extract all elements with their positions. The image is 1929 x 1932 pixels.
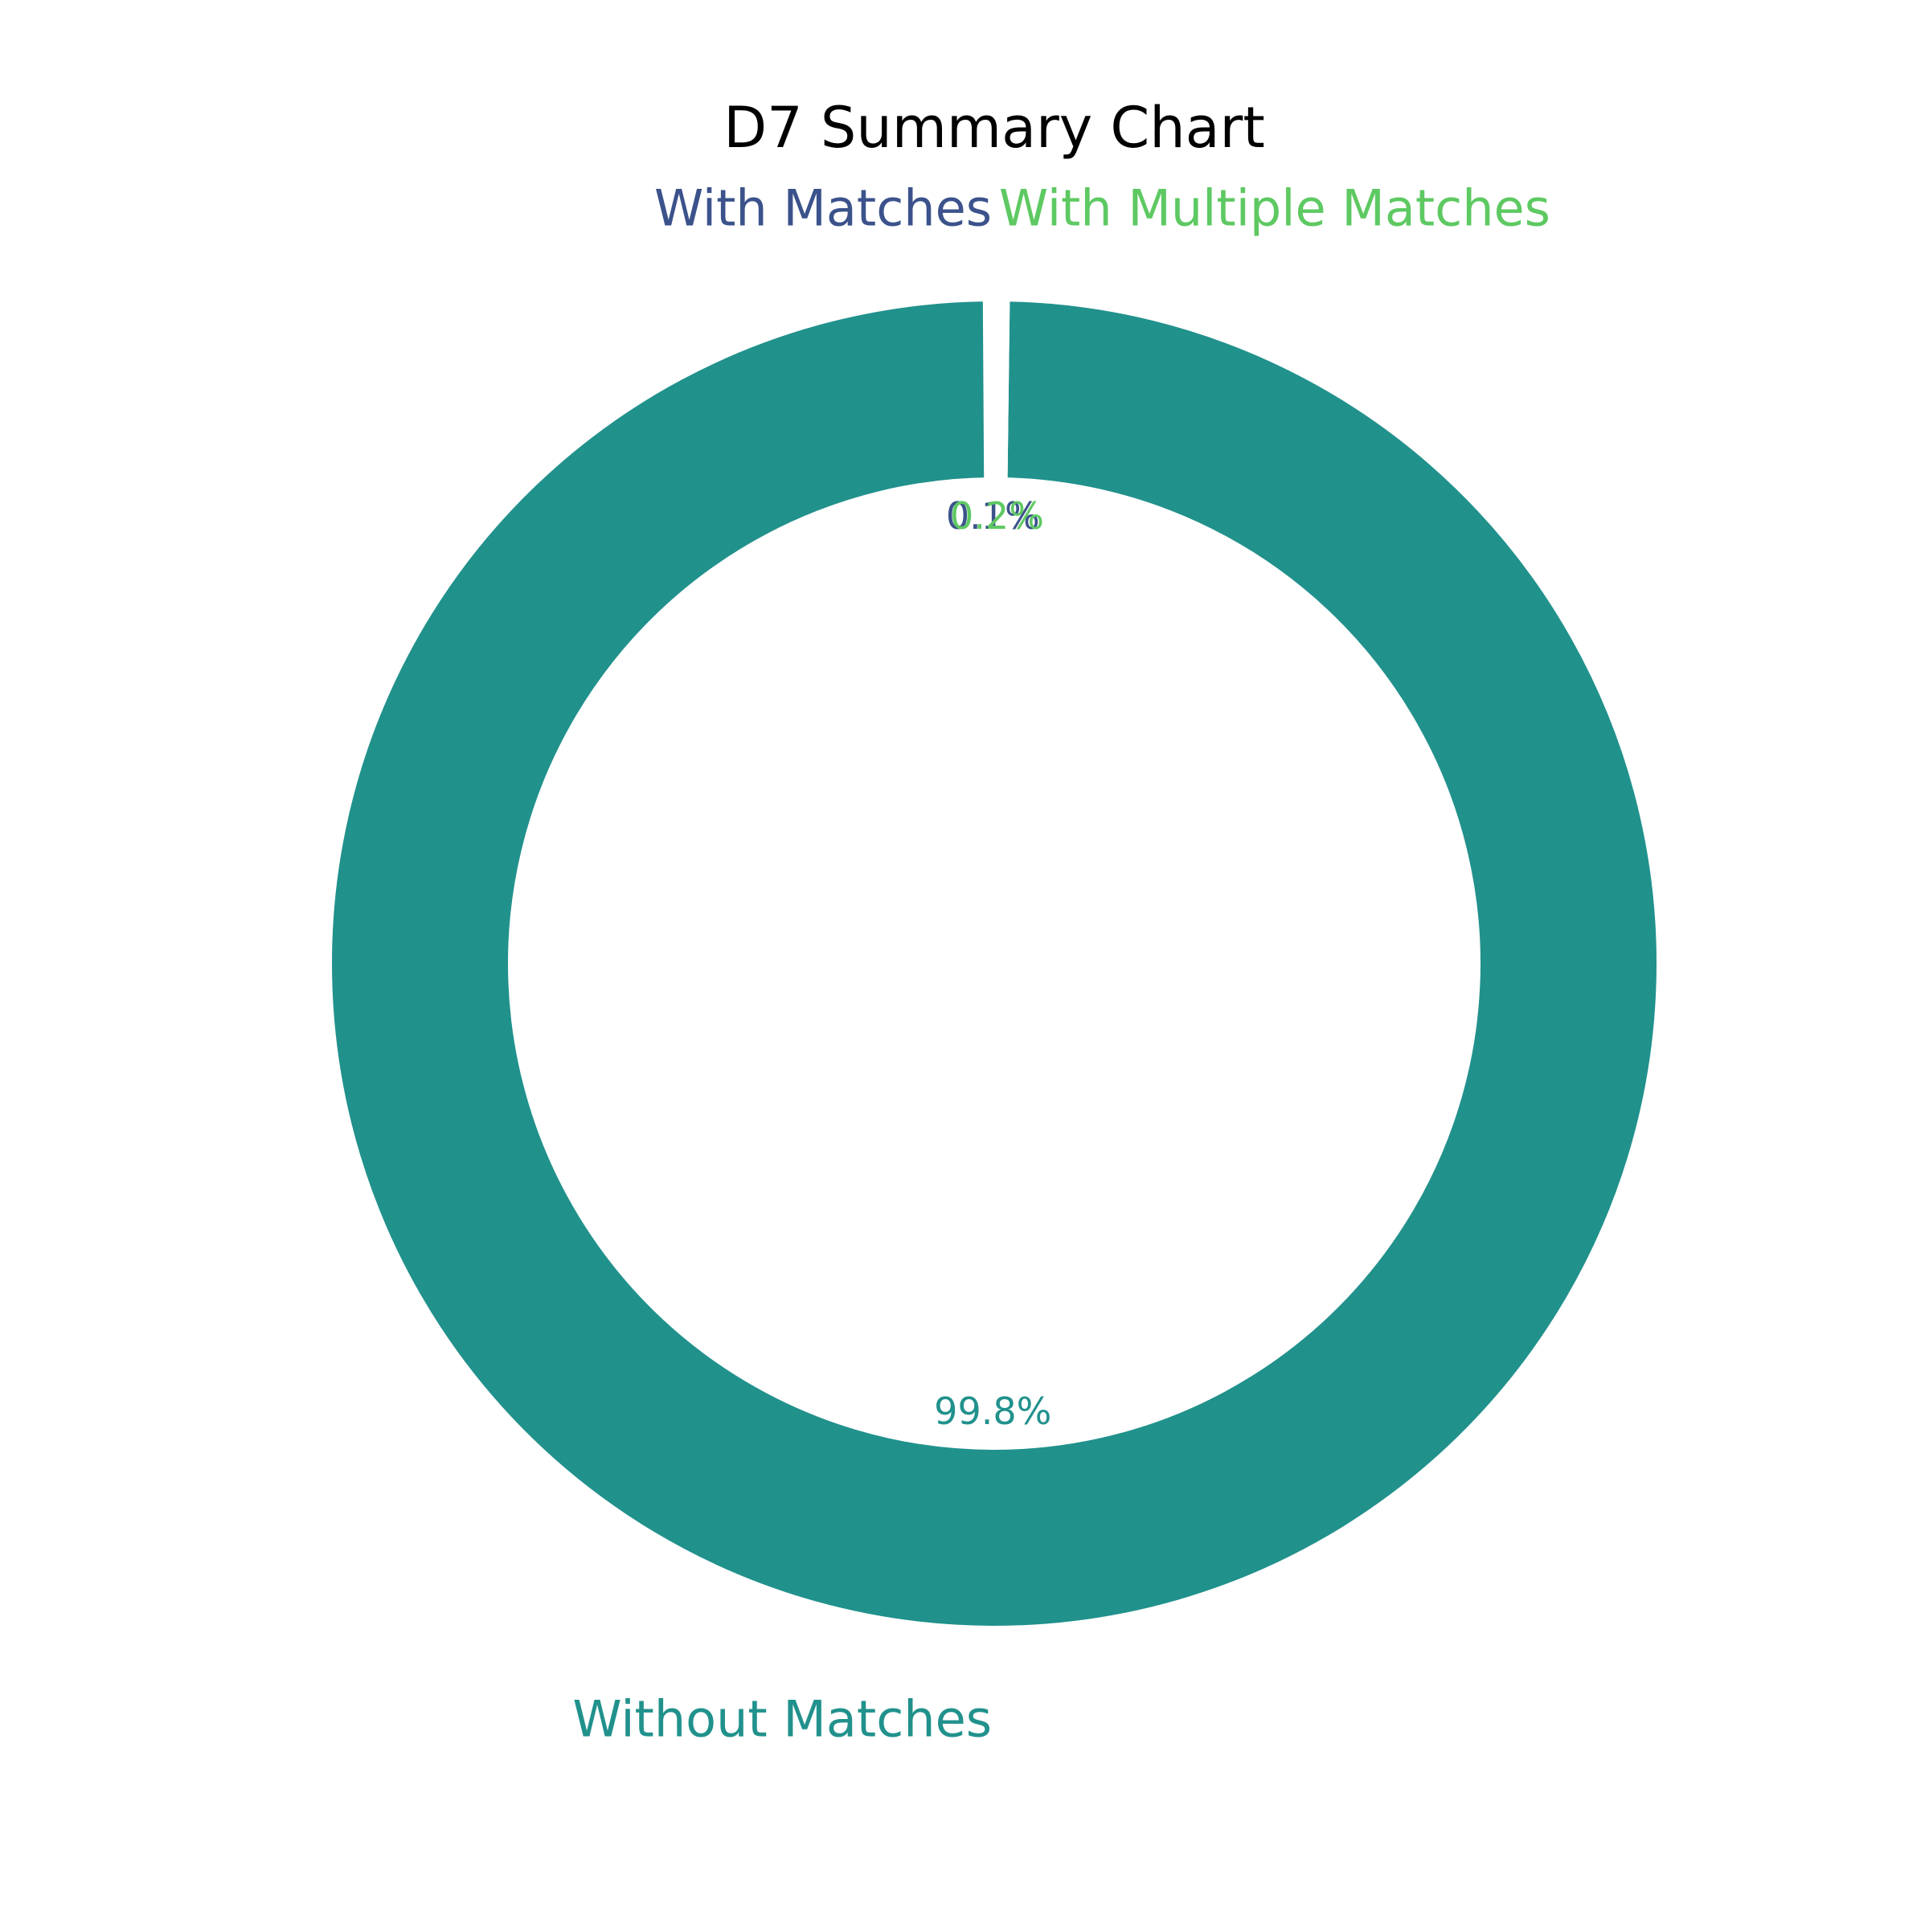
slice-without-matches: [317, 286, 1671, 1640]
slices-layer: [317, 286, 1671, 1640]
slice-name-without-matches: Without Matches: [572, 1689, 992, 1748]
labels-layer: 0.1% With Matches 99.8% Without Matches 0.2%…: [572, 179, 1550, 1749]
slice-with-multiple-matches: [987, 286, 1010, 493]
chart-title: D7 Summary Chart: [723, 95, 1265, 161]
pct-label-with-matches: 0.1%: [946, 494, 1040, 538]
pct-label-with-multiple-matches: 0.2%: [950, 494, 1044, 538]
pct-label-without-matches: 99.8%: [934, 1390, 1051, 1433]
slice-name-with-matches: With Matches: [654, 179, 992, 238]
slice-name-with-multiple-matches: With Multiple Matches: [999, 179, 1550, 238]
